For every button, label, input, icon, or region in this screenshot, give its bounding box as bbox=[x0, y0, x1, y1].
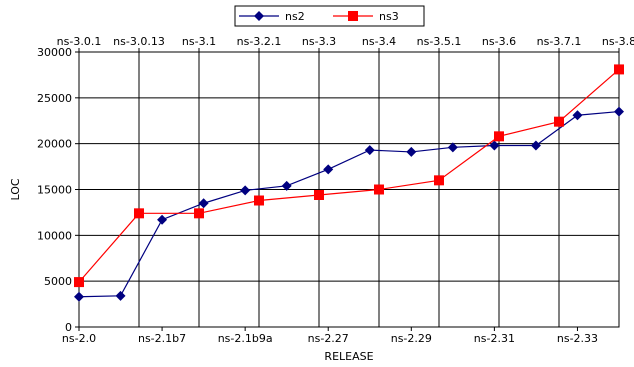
y-axis-ticks: 0 5000 10000 15000 20000 25000 30000 bbox=[37, 46, 79, 334]
top-tick-label: ns-3.0.1 bbox=[57, 35, 102, 48]
legend-marker-ns3 bbox=[348, 11, 358, 21]
ns2-point bbox=[406, 146, 417, 157]
bottom-axis-ticks: ns-2.0 ns-2.1b7 ns-2.1b9a ns-2.27 ns-2.29 ns-… bbox=[62, 327, 598, 345]
bottom-tick-label: ns-2.1b9a bbox=[218, 332, 273, 345]
bottom-tick-label: ns-2.1b7 bbox=[138, 332, 186, 345]
top-tick-label: ns-3.8 bbox=[602, 35, 634, 48]
ns2-point bbox=[198, 198, 209, 209]
ns3-line bbox=[78, 68, 620, 283]
y-tick-label: 10000 bbox=[37, 229, 72, 242]
top-tick-label: ns-3.1 bbox=[182, 35, 216, 48]
ns2-point bbox=[157, 214, 168, 225]
ns2-point bbox=[364, 145, 375, 156]
ns2-point bbox=[447, 142, 458, 153]
ns3-point bbox=[134, 208, 144, 219]
legend-box bbox=[234, 5, 425, 27]
top-tick-label: ns-3.7.1 bbox=[537, 35, 582, 48]
bottom-tick-label: ns-2.0 bbox=[62, 332, 96, 345]
y-tick-label: 25000 bbox=[37, 92, 72, 105]
bottom-tick-label: ns-2.31 bbox=[474, 332, 515, 345]
ns2-point bbox=[281, 180, 292, 191]
top-tick-label: ns-3.0.13 bbox=[113, 35, 165, 48]
legend: ns2 ns3 bbox=[234, 5, 425, 27]
ns3-point bbox=[74, 277, 84, 288]
legend-label-ns2: ns2 bbox=[285, 10, 305, 23]
top-tick-label: ns-3.6 bbox=[482, 35, 516, 48]
legend-label-ns3: ns3 bbox=[379, 10, 399, 23]
bottom-tick-label: ns-2.29 bbox=[391, 332, 432, 345]
ns3-point bbox=[194, 208, 204, 219]
y-tick-label: 0 bbox=[65, 321, 72, 334]
ns2-point bbox=[489, 140, 500, 151]
ns3-point bbox=[374, 184, 384, 195]
legend-marker-ns2 bbox=[254, 11, 264, 21]
grid bbox=[79, 51, 619, 328]
top-axis-ticks: ns-3.0.1 ns-3.0.13 ns-3.1 ns-3.2.1 ns-3.3 ns-… bbox=[57, 35, 634, 52]
x-axis-label: RELEASE bbox=[324, 350, 373, 363]
top-tick-label: ns-3.4 bbox=[362, 35, 396, 48]
bottom-tick-label: ns-2.33 bbox=[557, 332, 598, 345]
ns2-point bbox=[74, 291, 84, 302]
ns3-point bbox=[614, 64, 624, 75]
top-tick-label: ns-3.2.1 bbox=[237, 35, 282, 48]
y-axis-label: LOC bbox=[9, 178, 22, 200]
bottom-tick-label: ns-2.27 bbox=[308, 332, 349, 345]
ns3-point bbox=[254, 195, 264, 206]
ns3-point bbox=[314, 190, 324, 200]
ns2-point bbox=[115, 290, 126, 301]
top-tick-label: ns-3.5.1 bbox=[417, 35, 462, 48]
y-tick-label: 20000 bbox=[37, 138, 72, 151]
ns2-line bbox=[78, 110, 620, 298]
top-tick-label: ns-3.3 bbox=[302, 35, 336, 48]
y-tick-label: 5000 bbox=[44, 275, 72, 288]
ns2-point bbox=[572, 110, 583, 121]
ns3-point bbox=[554, 116, 564, 127]
ns2-point bbox=[614, 106, 624, 117]
series-layer bbox=[74, 64, 624, 302]
y-tick-label: 15000 bbox=[37, 184, 72, 197]
ns2-point bbox=[323, 164, 334, 175]
ns3-point bbox=[494, 131, 504, 142]
ns2-point bbox=[240, 185, 251, 196]
ns3-point bbox=[434, 175, 444, 186]
ns2-point bbox=[530, 140, 541, 151]
y-tick-label: 30000 bbox=[37, 46, 72, 59]
